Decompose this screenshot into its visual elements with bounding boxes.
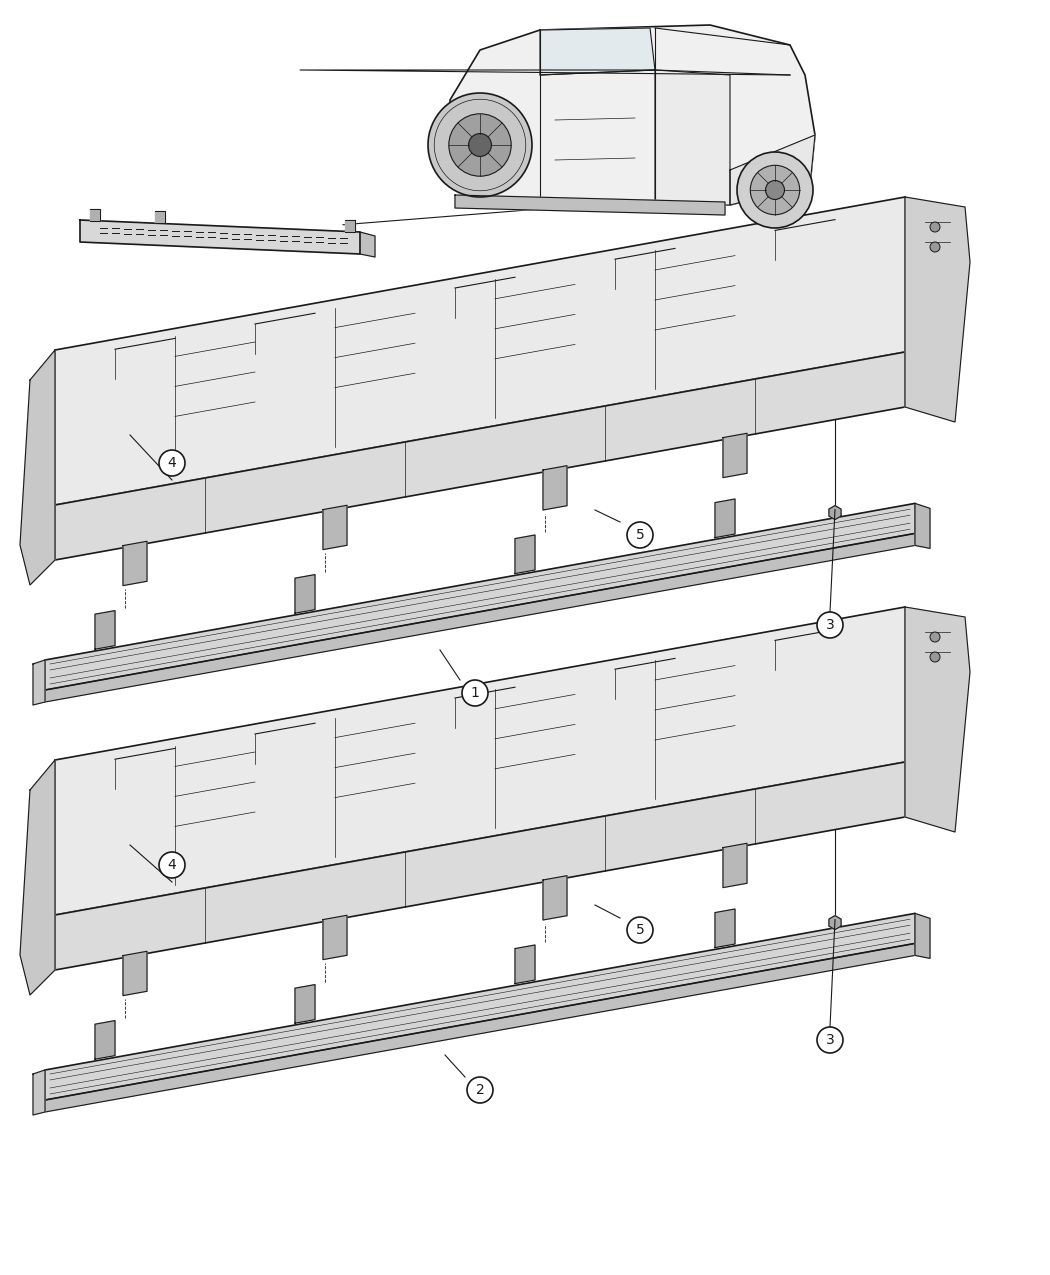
Polygon shape [55, 762, 905, 970]
Polygon shape [905, 607, 970, 833]
Circle shape [930, 242, 940, 252]
Text: 4: 4 [168, 456, 176, 470]
Polygon shape [155, 212, 165, 223]
Text: 4: 4 [168, 858, 176, 872]
Polygon shape [55, 198, 905, 505]
Polygon shape [905, 198, 970, 422]
Polygon shape [33, 660, 45, 705]
Circle shape [448, 113, 511, 176]
Circle shape [930, 632, 940, 643]
Polygon shape [543, 465, 567, 510]
Circle shape [627, 521, 653, 548]
Circle shape [930, 222, 940, 232]
Circle shape [468, 134, 491, 157]
Circle shape [737, 152, 813, 228]
Polygon shape [295, 984, 315, 1024]
Polygon shape [450, 26, 815, 210]
Polygon shape [730, 135, 815, 205]
Polygon shape [455, 195, 724, 215]
Circle shape [765, 181, 784, 199]
Polygon shape [45, 913, 915, 1100]
Polygon shape [90, 209, 100, 221]
Polygon shape [514, 536, 536, 574]
Polygon shape [723, 843, 747, 887]
Circle shape [462, 680, 488, 706]
Polygon shape [514, 945, 536, 983]
Polygon shape [94, 611, 116, 649]
Polygon shape [123, 951, 147, 996]
Polygon shape [55, 352, 905, 560]
Polygon shape [715, 909, 735, 947]
Text: 3: 3 [825, 618, 835, 632]
Polygon shape [828, 915, 841, 929]
Text: 2: 2 [476, 1082, 484, 1096]
Polygon shape [45, 944, 915, 1112]
Polygon shape [360, 232, 375, 258]
Polygon shape [20, 760, 55, 994]
Text: 3: 3 [825, 1033, 835, 1047]
Polygon shape [828, 506, 841, 520]
Polygon shape [723, 434, 747, 478]
Circle shape [751, 166, 800, 214]
Polygon shape [20, 351, 55, 585]
Polygon shape [45, 504, 915, 690]
Circle shape [817, 612, 843, 638]
Polygon shape [655, 70, 730, 205]
Circle shape [159, 852, 185, 878]
Polygon shape [915, 504, 930, 548]
Polygon shape [915, 913, 930, 959]
Polygon shape [55, 607, 905, 915]
Polygon shape [323, 915, 346, 960]
Polygon shape [543, 876, 567, 921]
Polygon shape [345, 219, 355, 232]
Circle shape [627, 917, 653, 943]
Circle shape [817, 1026, 843, 1053]
Polygon shape [33, 1070, 45, 1116]
Polygon shape [80, 221, 360, 254]
Polygon shape [295, 575, 315, 613]
Text: 5: 5 [635, 528, 645, 542]
Text: 1: 1 [470, 686, 480, 700]
Circle shape [159, 450, 185, 476]
Polygon shape [323, 505, 346, 550]
Text: 5: 5 [635, 923, 645, 937]
Polygon shape [94, 1020, 116, 1060]
Polygon shape [540, 28, 655, 75]
Circle shape [428, 93, 532, 198]
Polygon shape [45, 533, 915, 703]
Polygon shape [715, 499, 735, 538]
Circle shape [930, 652, 940, 662]
Polygon shape [123, 542, 147, 585]
Circle shape [467, 1077, 493, 1103]
